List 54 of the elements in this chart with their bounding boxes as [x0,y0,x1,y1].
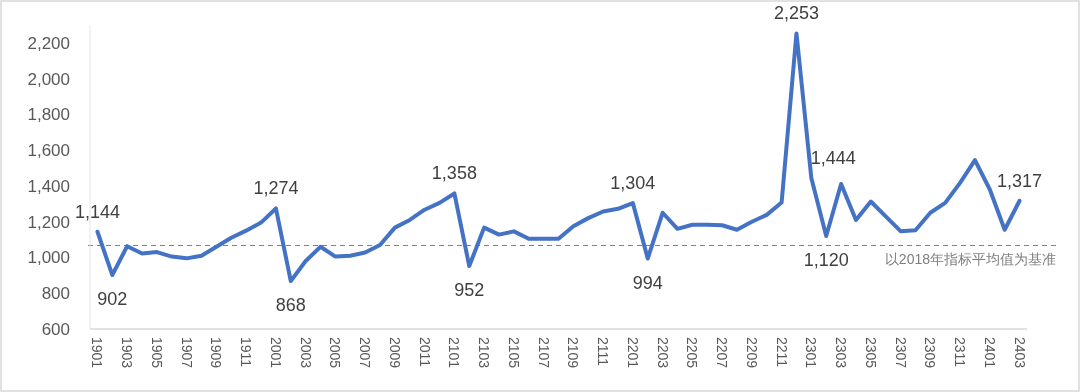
x-tick-label: 2107 [535,337,552,369]
x-tick-label: 1911 [238,337,255,368]
x-tick-label: 1909 [208,337,225,369]
data-label: 1,317 [997,170,1043,191]
y-tick-label: 1,400 [27,176,70,196]
x-tick-label: 2303 [833,337,850,369]
x-tick-label: 2007 [357,337,374,369]
x-tick-label: 2403 [1011,337,1028,369]
x-tick-label: 2001 [267,337,284,369]
x-tick-label: 2309 [922,337,939,369]
y-tick-label: 1,200 [27,212,70,232]
x-tick-label: 2209 [743,337,760,369]
x-tick-label: 2307 [892,337,909,369]
x-tick-label: 2009 [386,337,403,369]
ref-line-label: 以2018年指标平均值为基准 [884,251,1056,268]
data-label: 1,358 [431,163,477,184]
data-label: 2,253 [773,3,819,24]
x-tick-label: 2111 [595,337,612,367]
data-label: 1,444 [810,148,856,169]
x-tick-label: 1901 [89,337,106,369]
x-tick-label: 2401 [981,337,998,369]
x-tick-label: 2003 [297,337,314,369]
data-label: 1,144 [74,201,120,222]
x-tick-label: 2211 [773,337,790,368]
data-label: 1,304 [610,173,656,194]
y-tick-label: 2,200 [27,33,70,53]
data-label: 902 [97,289,128,309]
data-label: 952 [454,280,485,301]
x-tick-label: 2011 [416,337,433,368]
data-label: 1,120 [803,250,849,271]
y-tick-label: 600 [41,320,70,339]
x-tick-label: 2109 [565,337,582,369]
x-tick-label: 2103 [476,337,493,369]
y-tick-label: 1,600 [27,141,70,161]
x-tick-label: 1907 [178,337,195,369]
x-tick-label: 2305 [862,337,879,369]
y-tick-label: 2,000 [27,69,70,89]
x-tick-label: 2203 [654,337,671,369]
x-tick-label: 2205 [684,337,701,369]
data-label: 994 [632,272,663,293]
x-tick-label: 1905 [148,337,165,369]
x-tick-label: 2207 [714,337,731,369]
x-tick-label: 2101 [446,337,463,369]
x-tick-label: 1903 [119,337,136,369]
y-tick-label: 1,000 [27,248,70,268]
x-tick-label: 2311 [952,337,969,368]
x-tick-label: 2005 [327,337,344,369]
data-label: 868 [275,295,306,316]
x-tick-label: 2105 [505,337,522,369]
data-label: 1,274 [253,178,299,199]
x-tick-label: 2201 [624,337,641,369]
x-tick-label: 2301 [803,337,820,369]
y-tick-label: 1,800 [27,105,70,125]
y-tick-label: 800 [41,284,70,304]
